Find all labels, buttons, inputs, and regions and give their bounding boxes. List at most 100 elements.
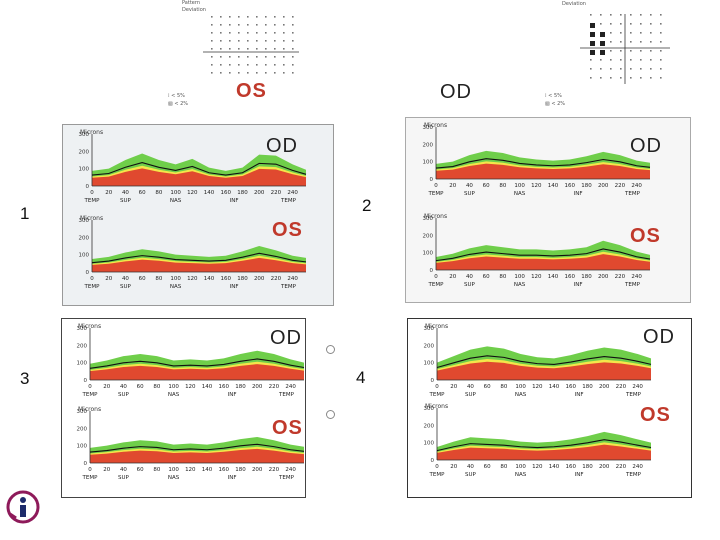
x-tick-label: 200 [252, 384, 263, 390]
x-tick-label: 120 [185, 384, 196, 390]
panel-2-eye-os: OS [630, 225, 661, 247]
x-tick-label: 240 [285, 384, 296, 390]
sector-label: SUP [118, 475, 130, 481]
x-tick-label: 40 [467, 384, 474, 390]
panel-1-os-chart: Microns 300 200 100 0 0 20 40 60 80 100 120 140 160 18… [66, 214, 322, 302]
deviation-point [630, 59, 632, 61]
x-tick-label: 80 [155, 276, 162, 282]
panel-1-eye-os: OS [272, 219, 303, 241]
deviation-point [590, 59, 592, 61]
x-tick-label: 220 [615, 274, 626, 280]
x-tick-label: 80 [500, 464, 507, 470]
y-tick-label: 0 [431, 458, 435, 464]
x-tick-label: 20 [450, 384, 457, 390]
y-axis-label: Microns [425, 323, 448, 330]
deviation-point [247, 40, 249, 42]
sector-label: INF [574, 282, 583, 288]
x-tick-label: 80 [153, 467, 160, 473]
x-tick-label: 160 [219, 467, 230, 473]
sector-label: TEMP [429, 472, 446, 478]
x-tick-label: 200 [599, 384, 610, 390]
deviation-point [274, 72, 276, 74]
deviation-point [620, 77, 622, 79]
deviation-point [229, 32, 231, 34]
y-tick-label: 0 [86, 184, 90, 190]
deviation-point [220, 48, 222, 50]
deviation-point [238, 24, 240, 26]
sector-label: TEMP [82, 392, 99, 398]
x-tick-label: 240 [631, 274, 642, 280]
y-tick-label: 100 [423, 160, 434, 166]
x-tick-label: 120 [531, 274, 542, 280]
deviation-point [247, 24, 249, 26]
deviation-point [211, 56, 213, 58]
y-tick-label: 200 [77, 426, 88, 432]
right-field-header: Deviation [562, 1, 586, 7]
deviation-point [211, 72, 213, 74]
sector-label: SUP [464, 191, 476, 197]
panel-4-eye-os: OS [640, 404, 671, 426]
deviation-point [590, 41, 595, 46]
x-tick-label: 200 [599, 464, 610, 470]
deviation-point [283, 56, 285, 58]
deviation-point [630, 68, 632, 70]
x-tick-label: 140 [202, 467, 213, 473]
sector-label: SUP [465, 392, 477, 398]
sector-label: TEMP [82, 475, 99, 481]
deviation-point [650, 32, 652, 34]
x-tick-label: 80 [155, 190, 162, 196]
deviation-point [229, 16, 231, 18]
right-legend: ⁞ < 5% ▧ < 2% [545, 92, 565, 108]
sector-label: SUP [464, 282, 476, 288]
abnormal-band-red [436, 163, 650, 179]
x-tick-label: 100 [514, 183, 525, 189]
x-tick-label: 140 [202, 384, 213, 390]
rnfl-thickness-line [435, 158, 651, 169]
deviation-point [660, 14, 662, 16]
y-axis-label: Microns [78, 323, 101, 330]
panel-2-os-chart: Microns 300 200 100 0 0 20 40 60 80 100 120 140 160 18… [410, 212, 666, 300]
deviation-point [229, 40, 231, 42]
deviation-point [660, 41, 662, 43]
deviation-point [610, 68, 612, 70]
deviation-point [600, 59, 602, 61]
x-tick-label: 100 [170, 276, 181, 282]
left-legend: ⁞ < 5% ▧ < 2% [168, 92, 188, 108]
sector-label: TEMP [278, 475, 295, 481]
panel-3-eye-od: OD [270, 327, 302, 349]
deviation-point [292, 48, 294, 50]
deviation-point [590, 23, 595, 28]
y-tick-label: 200 [79, 235, 90, 241]
panel-1-eye-od: OD [266, 135, 298, 157]
deviation-point [256, 40, 258, 42]
x-tick-label: 80 [499, 183, 506, 189]
deviation-point [620, 59, 622, 61]
deviation-point [610, 23, 612, 25]
x-tick-label: 120 [187, 276, 198, 282]
x-tick-label: 220 [615, 183, 626, 189]
x-tick-label: 160 [566, 384, 577, 390]
x-tick-label: 220 [271, 276, 282, 282]
deviation-point [640, 68, 642, 70]
sector-label: NAS [515, 392, 527, 398]
deviation-point [292, 64, 294, 66]
deviation-point [238, 32, 240, 34]
x-tick-label: 20 [449, 183, 456, 189]
deviation-point [274, 24, 276, 26]
x-tick-label: 220 [616, 384, 627, 390]
deviation-point [640, 50, 642, 52]
deviation-point [265, 48, 267, 50]
x-tick-label: 40 [466, 274, 473, 280]
legend-5pct: ⁞ < 5% [168, 93, 185, 99]
x-tick-label: 220 [271, 190, 282, 196]
x-tick-label: 0 [88, 384, 92, 390]
deviation-point [590, 77, 592, 79]
deviation-point [211, 48, 213, 50]
x-tick-label: 40 [467, 464, 474, 470]
left-deviation-plot [203, 16, 299, 74]
y-tick-label: 0 [84, 461, 88, 467]
deviation-point [650, 50, 652, 52]
deviation-point [600, 32, 605, 37]
